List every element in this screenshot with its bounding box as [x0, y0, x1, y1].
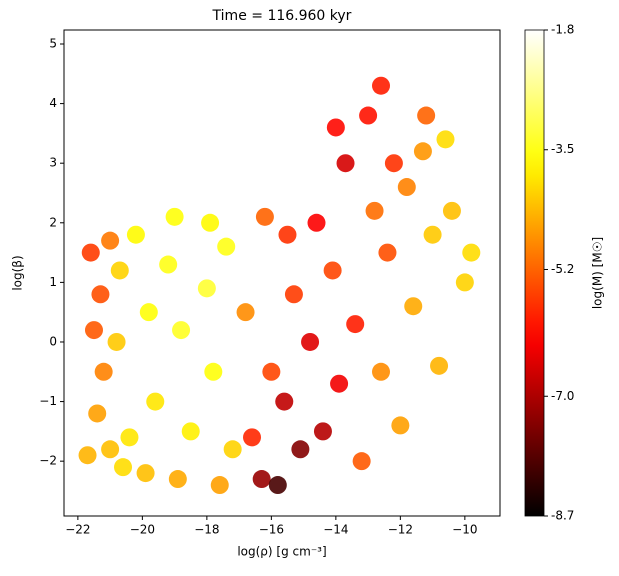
point: [313, 422, 332, 441]
point: [146, 392, 165, 411]
x-tick-label: −14: [323, 523, 348, 537]
point: [126, 225, 145, 244]
point: [136, 464, 155, 483]
y-tick-label: 2: [49, 215, 57, 229]
point: [165, 207, 184, 226]
y-axis-label: log(β): [11, 255, 25, 290]
point: [172, 321, 191, 340]
point: [372, 76, 391, 95]
point: [101, 231, 120, 250]
colorbar-tick-label: -7.0: [551, 389, 574, 403]
x-tick-label: −20: [130, 523, 155, 537]
point: [243, 428, 262, 447]
point: [139, 303, 158, 322]
point: [255, 207, 274, 226]
plot-frame: [63, 29, 501, 517]
y-tick-label: 0: [49, 334, 57, 348]
point: [455, 273, 474, 292]
x-tick-label: −10: [452, 523, 477, 537]
point: [391, 416, 410, 435]
point: [346, 315, 365, 334]
point: [462, 243, 481, 262]
chart-title: Time = 116.960 kyr: [212, 8, 352, 24]
x-tick-label: −12: [388, 523, 413, 537]
y-tick-label: −1: [39, 394, 57, 408]
point: [262, 362, 281, 381]
point: [197, 279, 216, 298]
point: [81, 243, 100, 262]
point: [101, 440, 120, 459]
point: [404, 297, 423, 316]
point: [168, 470, 187, 489]
point: [436, 130, 455, 149]
x-tick-label: −16: [259, 523, 284, 537]
colorbar-tick-label: -1.8: [551, 23, 574, 37]
point: [223, 440, 242, 459]
point: [181, 422, 200, 441]
point: [114, 458, 133, 477]
point: [91, 285, 110, 304]
colorbar-label: log(M) [M☉]: [591, 237, 605, 309]
x-tick-label: −22: [65, 523, 90, 537]
point: [88, 404, 107, 423]
point: [397, 178, 416, 197]
y-tick-label: 4: [49, 96, 57, 110]
y-tick-label: −2: [39, 454, 57, 468]
points: [78, 76, 481, 495]
point: [268, 476, 287, 495]
point: [365, 201, 384, 220]
point: [301, 332, 320, 351]
point: [336, 154, 355, 173]
point: [359, 106, 378, 125]
point: [291, 440, 310, 459]
point: [110, 261, 129, 280]
colorbar: [524, 29, 545, 517]
x-tick-label: −18: [194, 523, 219, 537]
y-tick-label: 5: [49, 37, 57, 51]
point: [107, 332, 126, 351]
point: [413, 142, 432, 161]
point: [330, 374, 349, 393]
point: [423, 225, 442, 244]
point: [84, 321, 103, 340]
point: [120, 428, 139, 447]
point: [323, 261, 342, 280]
point: [384, 154, 403, 173]
point: [352, 452, 371, 471]
point: [275, 392, 294, 411]
y-tick-label: 3: [49, 156, 57, 170]
point: [236, 303, 255, 322]
point: [307, 213, 326, 232]
colorbar-tick-label: -3.5: [551, 142, 574, 156]
point: [442, 201, 461, 220]
point: [201, 213, 220, 232]
point: [284, 285, 303, 304]
point: [217, 237, 236, 256]
point: [159, 255, 178, 274]
point: [78, 446, 97, 465]
point: [252, 470, 271, 489]
point: [210, 476, 229, 495]
point: [278, 225, 297, 244]
point: [372, 362, 391, 381]
point: [417, 106, 436, 125]
colorbar-tick-label: -5.2: [551, 262, 574, 276]
point: [326, 118, 345, 137]
x-axis-label: log(ρ) [g cm⁻³]: [237, 545, 326, 559]
point: [378, 243, 397, 262]
point: [430, 356, 449, 375]
point: [204, 362, 223, 381]
point: [94, 362, 113, 381]
y-tick-label: 1: [49, 275, 57, 289]
colorbar-tick-label: -8.7: [551, 509, 574, 523]
